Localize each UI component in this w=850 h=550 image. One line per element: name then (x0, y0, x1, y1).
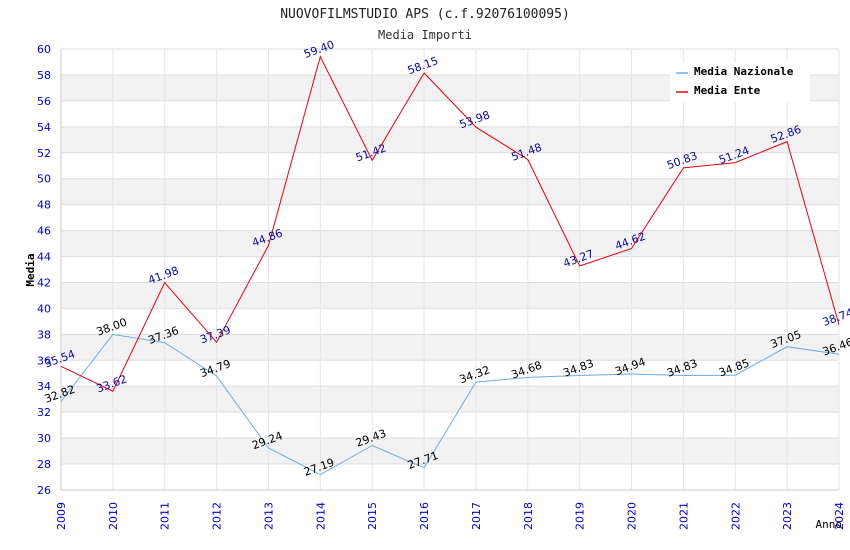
y-tick-label: 40 (37, 302, 51, 315)
x-tick-label: 2020 (626, 502, 639, 530)
y-tick-label: 46 (37, 225, 51, 238)
y-tick-label: 32 (37, 406, 51, 419)
y-tick-label: 34 (37, 380, 51, 393)
y-tick-label: 36 (37, 354, 51, 367)
x-tick-label: 2018 (522, 502, 535, 530)
series-line-media-nazionale (60, 333, 840, 476)
x-tick-label: 2015 (366, 502, 379, 530)
axes (60, 49, 839, 491)
y-tick-label: 44 (37, 251, 51, 264)
legend-box (670, 62, 810, 102)
chart-title: NUOVOFILMSTUDIO APS (c.f.92076100095) (280, 7, 570, 22)
grid-band (61, 178, 839, 205)
y-tick-label: 60 (37, 43, 51, 56)
x-tick-label: 2016 (418, 502, 431, 530)
x-tick-label: 2009 (55, 502, 68, 530)
x-tick-label: 2013 (262, 502, 275, 530)
x-tick-label: 2023 (781, 502, 794, 530)
x-tick-label: 2010 (107, 502, 120, 530)
legend-label-media-ente: Media Ente (694, 84, 761, 97)
x-tick-label: 2011 (159, 502, 172, 530)
x-tick-label: 2021 (677, 502, 690, 530)
grid-band (61, 282, 839, 309)
y-tick-label: 42 (37, 276, 51, 289)
x-tick-label: 2022 (729, 502, 742, 530)
y-tick-label: 56 (37, 95, 51, 108)
y-tick-label: 54 (37, 121, 51, 134)
y-tick-labels: 26 28 30 32 34 36 38 40 42 44 46 48 50 52 54 56 58 60 (37, 43, 51, 497)
series-line-media-ente (60, 55, 840, 392)
series-lines (60, 55, 840, 476)
grid-band (61, 230, 839, 257)
x-tick-label: 2019 (574, 502, 587, 530)
grid-bands (61, 74, 839, 465)
grid-band (61, 438, 839, 465)
x-tick-label: 2012 (211, 502, 224, 530)
legend-label-media-nazionale: Media Nazionale (694, 65, 794, 78)
x-tick-labels: 2009 2010 2011 2012 2013 2014 2015 2016 2017 2018… (55, 502, 846, 530)
y-axis-label: Media (24, 253, 37, 286)
y-tick-label: 28 (37, 458, 51, 471)
grid-band (61, 126, 839, 153)
y-tick-label: 38 (37, 328, 51, 341)
y-tick-label: 52 (37, 147, 51, 160)
x-tick-label: 2017 (470, 502, 483, 530)
x-axis-label: Anno (816, 518, 843, 531)
y-tick-label: 48 (37, 199, 51, 212)
chart-subtitle: Media Importi (378, 28, 472, 42)
y-tick-label: 50 (37, 173, 51, 186)
x-tick-label: 2014 (314, 502, 327, 530)
x-tick-label: 2024 (833, 502, 846, 530)
y-tick-label: 30 (37, 432, 51, 445)
grid-band (61, 334, 839, 361)
legend: Media Nazionale Media Ente (670, 62, 810, 102)
y-tick-label: 26 (37, 484, 51, 497)
y-tick-label: 58 (37, 69, 51, 82)
grid-lines (60, 48, 840, 491)
grid-band (61, 386, 839, 413)
